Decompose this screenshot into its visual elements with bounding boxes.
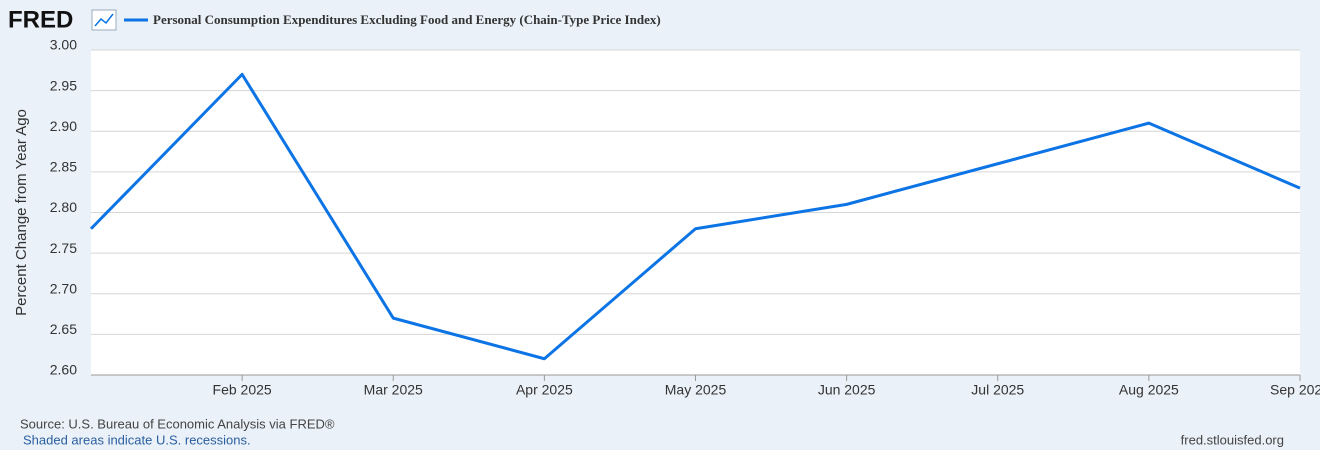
series-line (89, 72, 1301, 361)
y-tick-label: 2.65 (50, 321, 77, 337)
logo-icon (91, 9, 117, 31)
y-tick-label: 3.00 (50, 37, 77, 53)
logo[interactable]: FRED (8, 6, 73, 33)
x-tick-label: Mar 2025 (364, 382, 423, 398)
y-tick-label: 2.60 (50, 362, 77, 378)
x-tick-label: Aug 2025 (1119, 382, 1179, 398)
url[interactable]: fred.stlouisfed.org (1181, 432, 1284, 447)
y-tick-label: 2.80 (50, 199, 77, 215)
x-tick-label: Apr 2025 (516, 382, 573, 398)
y-tick-label: 2.75 (50, 240, 77, 256)
source: Source: U.S. Bureau of Economic Analysis… (20, 416, 335, 431)
y-tick-label: 2.85 (50, 159, 77, 175)
legend-label: Personal Consumption Expenditures Exclud… (153, 12, 661, 27)
x-tick-label: Sep 2025 (1270, 382, 1320, 398)
x-tick-label: Feb 2025 (213, 382, 272, 398)
recession-note[interactable]: Shaded areas indicate U.S. recessions. (23, 432, 251, 447)
y-tick-label: 2.90 (50, 118, 77, 134)
y-tick-label: 2.70 (50, 280, 77, 296)
y-axis-label: Percent Change from Year Ago (13, 109, 30, 316)
y-tick-label: 2.95 (50, 77, 77, 93)
x-tick-label: May 2025 (665, 382, 727, 398)
x-tick-label: Jun 2025 (818, 382, 876, 398)
x-tick-label: Jul 2025 (971, 382, 1024, 398)
